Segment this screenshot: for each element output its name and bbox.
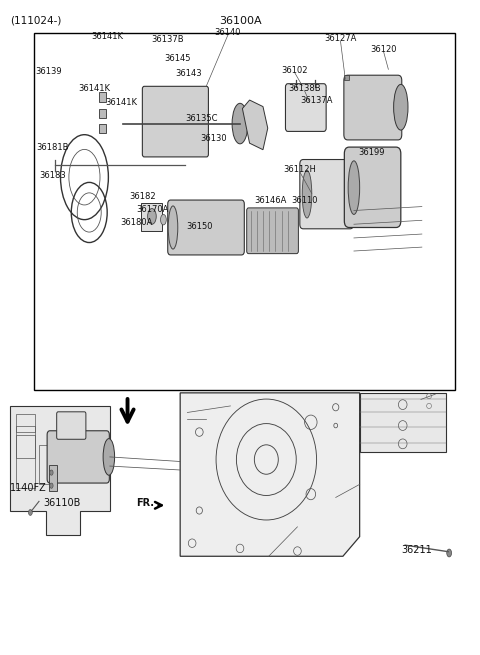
Text: 36140: 36140 — [215, 28, 241, 37]
Text: 36182: 36182 — [130, 193, 156, 201]
Bar — [16, 436, 35, 487]
Bar — [99, 109, 106, 119]
Text: 36110B: 36110B — [43, 498, 81, 508]
Text: 36170A: 36170A — [137, 206, 169, 214]
Ellipse shape — [103, 439, 115, 476]
FancyBboxPatch shape — [168, 200, 244, 255]
Text: 36141K: 36141K — [91, 32, 123, 41]
Text: 36135C: 36135C — [185, 114, 218, 123]
FancyBboxPatch shape — [57, 412, 86, 440]
Text: 36141K: 36141K — [105, 98, 137, 107]
Text: 36139: 36139 — [35, 67, 62, 77]
Text: 36120: 36120 — [371, 45, 397, 54]
Ellipse shape — [232, 103, 248, 144]
Bar — [16, 414, 35, 432]
FancyBboxPatch shape — [47, 431, 109, 483]
FancyBboxPatch shape — [247, 208, 299, 253]
Bar — [48, 465, 57, 491]
Text: 36137B: 36137B — [151, 35, 183, 45]
Text: 36180A: 36180A — [120, 218, 152, 227]
Bar — [141, 202, 162, 231]
Ellipse shape — [50, 483, 53, 488]
Text: 36181B: 36181B — [36, 143, 69, 152]
Polygon shape — [10, 406, 110, 535]
Text: 36137A: 36137A — [300, 96, 333, 105]
FancyBboxPatch shape — [286, 84, 326, 132]
Bar — [34, 33, 456, 390]
Text: 36150: 36150 — [186, 221, 213, 231]
Text: 36143: 36143 — [175, 69, 202, 79]
Text: 36141K: 36141K — [78, 84, 110, 93]
Text: 36112H: 36112H — [283, 165, 316, 174]
Ellipse shape — [148, 208, 156, 224]
Text: 36145: 36145 — [165, 54, 191, 63]
Text: 36138B: 36138B — [288, 84, 321, 93]
Ellipse shape — [302, 170, 312, 218]
FancyBboxPatch shape — [344, 75, 402, 140]
Ellipse shape — [394, 84, 408, 130]
Text: 36130: 36130 — [200, 134, 227, 143]
Bar — [99, 124, 106, 134]
Ellipse shape — [447, 549, 452, 557]
Ellipse shape — [168, 206, 178, 249]
Text: 36100A: 36100A — [219, 16, 261, 26]
Ellipse shape — [50, 470, 53, 476]
Text: 36110: 36110 — [291, 196, 318, 204]
Text: (111024-): (111024-) — [10, 16, 61, 26]
Text: 36183: 36183 — [39, 172, 66, 180]
Bar — [16, 426, 35, 458]
Bar — [344, 75, 348, 81]
FancyBboxPatch shape — [300, 160, 353, 229]
Text: 36199: 36199 — [359, 149, 385, 157]
Text: FR.: FR. — [136, 498, 154, 508]
FancyBboxPatch shape — [143, 86, 208, 157]
Polygon shape — [360, 393, 446, 452]
Text: 36127A: 36127A — [324, 34, 357, 43]
Text: 36146A: 36146A — [254, 196, 287, 204]
Bar — [39, 445, 53, 484]
Ellipse shape — [28, 510, 32, 515]
Polygon shape — [180, 393, 360, 556]
Text: 36102: 36102 — [282, 66, 308, 75]
Bar — [99, 92, 106, 102]
Text: 36211: 36211 — [402, 545, 432, 555]
FancyBboxPatch shape — [344, 147, 401, 227]
Text: 1140FZ: 1140FZ — [10, 483, 47, 493]
Ellipse shape — [348, 161, 360, 214]
Polygon shape — [242, 100, 268, 150]
Ellipse shape — [160, 214, 166, 225]
